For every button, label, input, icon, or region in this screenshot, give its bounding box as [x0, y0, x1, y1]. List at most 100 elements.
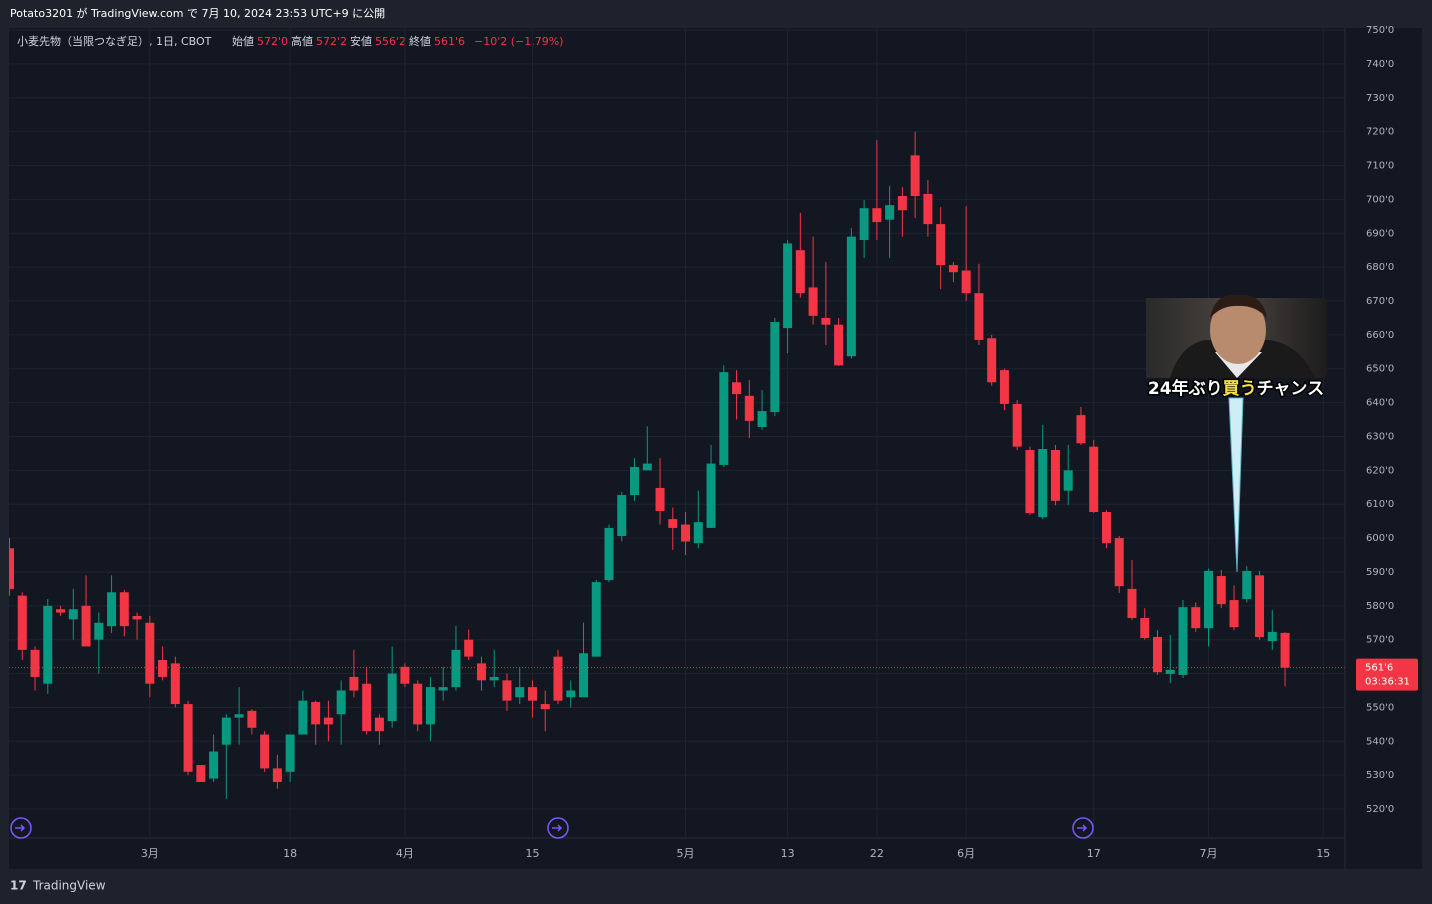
y-tick-label: 590'0 [1366, 567, 1394, 578]
candles [9, 131, 1290, 799]
x-tick-label: 6月 [957, 847, 975, 860]
y-tick-label: 520'0 [1366, 804, 1394, 815]
candle-body [119, 592, 129, 627]
ohlc-value: 572'2 [316, 35, 347, 48]
candle-body [770, 321, 780, 413]
event-icons [10, 817, 1094, 839]
y-tick-label: 690'0 [1366, 228, 1394, 239]
candle-body [834, 324, 844, 366]
candle-body [655, 487, 665, 511]
y-tick-label: 610'0 [1366, 499, 1394, 510]
ohlc-label: 始値 [232, 34, 254, 48]
candle-body [1127, 588, 1137, 619]
candle-body [43, 605, 53, 684]
candle-body [1038, 449, 1048, 518]
y-tick-label: 740'0 [1366, 59, 1394, 70]
candle-body [1089, 446, 1099, 513]
candle-body [1012, 403, 1022, 447]
candle-body [298, 700, 308, 735]
candle-body [387, 673, 397, 721]
y-tick-label: 660'0 [1366, 330, 1394, 341]
candle-body [872, 208, 882, 223]
change-value: −10'2 (−1.79%) [474, 35, 563, 48]
candle-body [311, 702, 321, 725]
annotation-text-part: 買う [1223, 379, 1257, 399]
candle-body [936, 224, 946, 266]
candle-body [170, 663, 180, 705]
ohlc-label: 終値 [409, 34, 431, 48]
candle-body [897, 195, 907, 211]
annotation-text: 24年ぶり買うチャンス [1148, 378, 1324, 399]
annotation-image-hair [1210, 294, 1267, 318]
candle-body [1178, 607, 1188, 675]
last-price-box [1356, 658, 1418, 691]
candle-body [1101, 512, 1111, 544]
candle-body [732, 382, 742, 395]
ohlc-legend: 小麦先物（当限つなぎ足）, 1日, CBOT 始値 572'0 高値 572'2 安値 55… [17, 34, 563, 48]
y-tick-label: 600'0 [1366, 533, 1394, 544]
candle-body [438, 687, 448, 691]
y-tick-label: 530'0 [1366, 770, 1394, 781]
candle-body [17, 595, 27, 650]
candle-body [974, 293, 984, 340]
candle-body [30, 649, 40, 677]
y-tick-label: 750'0 [1366, 25, 1394, 36]
x-tick-label: 5月 [677, 847, 695, 860]
candle-body [910, 155, 920, 196]
candle-body [1025, 450, 1035, 514]
candle-body [859, 208, 869, 241]
annotation-text-part: 24年ぶり [1148, 378, 1223, 399]
axes: 520'0530'0540'0550'0560'0570'0580'0590'0… [9, 25, 1418, 860]
x-tick-label: 15 [525, 847, 539, 860]
candle-body [1140, 618, 1150, 639]
candle-body [336, 690, 346, 715]
candle-body [923, 193, 933, 225]
candle-body [476, 663, 486, 681]
candle-body [1267, 631, 1277, 642]
candle-body [948, 265, 958, 273]
y-tick-label: 630'0 [1366, 431, 1394, 442]
candle-body [1063, 470, 1073, 491]
y-tick-label: 650'0 [1366, 364, 1394, 375]
candle-body [94, 622, 104, 640]
candle-body [285, 734, 295, 772]
candle-body [1280, 632, 1290, 668]
annotation-text-part: チャンス [1257, 379, 1325, 399]
x-tick-label: 4月 [396, 847, 414, 860]
ohlc-value: 561'6 [434, 35, 465, 48]
x-tick-label: 13 [781, 847, 795, 860]
candle-body [846, 236, 856, 357]
y-tick-label: 730'0 [1366, 93, 1394, 104]
y-tick-label: 700'0 [1366, 194, 1394, 205]
candle-body [374, 717, 384, 732]
candle-body [821, 317, 831, 325]
annotation-image-face [1210, 296, 1266, 364]
candle-body [260, 734, 270, 769]
ohlc-value: 572'0 [257, 35, 288, 48]
event-icon-arrow [552, 824, 563, 832]
chart-title: 小麦先物（当限つなぎ足）, 1日, CBOT [17, 34, 212, 48]
candle-body [1204, 570, 1214, 629]
candle-body [272, 768, 282, 782]
candle-body [81, 605, 91, 647]
candle-body [783, 243, 793, 329]
candle-body [502, 680, 512, 701]
chart-background [9, 28, 1422, 869]
candle-body [1152, 636, 1162, 673]
candle-body [553, 656, 563, 701]
candle-body [362, 683, 372, 732]
event-icon-arrow [1077, 824, 1088, 832]
candle-body [425, 687, 435, 725]
candle-body [1165, 669, 1175, 674]
y-tick-label: 550'0 [1366, 702, 1394, 713]
candle-body [540, 704, 550, 710]
candle-body [604, 527, 614, 581]
candle-body [1050, 450, 1060, 501]
candle-body [757, 411, 767, 427]
candle-body [9, 548, 15, 589]
candle-body [808, 287, 818, 316]
candle-body [234, 714, 244, 718]
y-tick-label: 540'0 [1366, 736, 1394, 747]
